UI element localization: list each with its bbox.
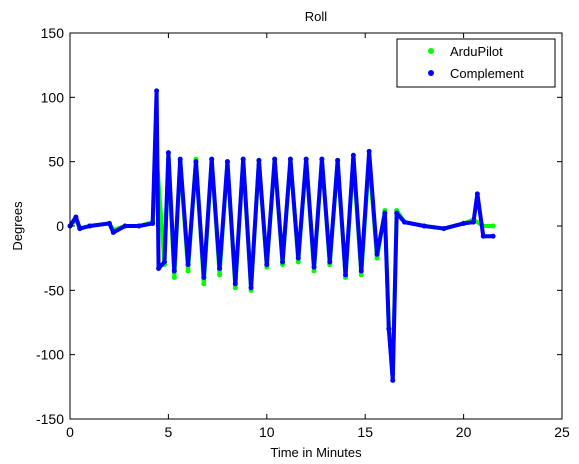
data-point-complement [335,157,341,163]
legend-swatch-complement [428,70,434,76]
legend-label-complement: Complement [450,66,524,81]
data-point-ardupilot [295,259,301,265]
data-point-ardupilot [490,223,496,229]
y-tick-label: -100 [36,347,64,363]
data-point-ardupilot [358,272,364,278]
y-axis-ticks: -150 -100 -50 0 50 100 150 [36,25,562,427]
data-point-complement [256,157,262,163]
data-point-complement [150,220,156,226]
legend: ArduPilot Complement [396,38,556,88]
data-point-complement [303,156,309,162]
data-point-complement [161,259,167,265]
data-point-ardupilot [171,274,177,280]
series-complement [67,88,496,383]
data-point-complement [272,156,278,162]
series-layer [67,88,496,383]
x-tick-label: 15 [357,424,373,440]
data-point-complement [171,268,177,274]
data-point-ardupilot [374,255,380,261]
data-point-complement [154,88,160,94]
data-point-complement [217,265,223,271]
x-axis-label: Time in Minutes [270,445,362,460]
data-point-complement [106,220,112,226]
data-point-ardupilot [185,268,191,274]
data-point-complement [232,281,238,287]
data-point-complement [295,255,301,261]
data-point-complement [73,214,79,220]
data-point-complement [490,233,496,239]
data-point-complement [177,156,183,162]
data-point-complement [156,265,162,271]
data-point-complement [110,229,116,235]
data-point-complement [327,259,333,265]
data-point-complement [343,272,349,278]
data-point-ardupilot [311,268,317,274]
x-tick-label: 20 [456,424,472,440]
data-point-complement [287,156,293,162]
data-point-complement [374,251,380,257]
y-tick-label: -150 [36,411,64,427]
data-point-complement [248,285,254,291]
legend-box [396,38,556,88]
data-point-complement [201,274,207,280]
data-point-complement [193,159,199,165]
data-point-complement [280,259,286,265]
y-axis-label: Degrees [10,201,25,251]
series-line-complement [68,88,494,383]
x-tick-label: 5 [165,424,173,440]
data-point-complement [122,223,128,229]
data-point-complement [319,156,325,162]
data-point-complement [382,210,388,216]
x-tick-label: 25 [554,424,570,440]
data-point-complement [224,159,230,165]
data-point-complement [474,191,480,197]
data-point-complement [87,223,93,229]
data-point-complement [350,152,356,158]
data-point-complement [264,262,270,268]
data-point-complement [470,219,476,225]
data-point-complement [366,148,372,154]
y-tick-label: 150 [41,25,65,41]
data-point-ardupilot [201,281,207,287]
data-point-complement [77,226,83,232]
data-point-complement [480,233,486,239]
data-point-complement [165,150,171,156]
data-point-ardupilot [232,285,238,291]
y-tick-label: 0 [56,218,64,234]
data-point-complement [421,223,427,229]
data-point-complement [390,377,396,383]
data-point-complement [136,223,142,229]
data-point-complement [386,326,392,332]
data-point-complement [461,220,467,226]
x-tick-label: 10 [259,424,275,440]
data-point-ardupilot [217,272,223,278]
data-point-complement [185,262,191,268]
data-point-complement [209,156,215,162]
legend-label-ardupilot: ArduPilot [450,44,503,59]
x-tick-label: 0 [66,424,74,440]
y-tick-label: -50 [44,282,64,298]
chart-title: Roll [305,9,328,24]
y-tick-label: 100 [41,89,65,105]
legend-swatch-ardupilot [428,48,434,54]
x-axis-ticks: 0 5 10 15 20 25 [66,33,570,440]
data-point-complement [240,156,246,162]
data-point-complement [311,264,317,270]
data-point-complement [402,219,408,225]
data-point-complement [358,268,364,274]
y-tick-label: 50 [48,154,64,170]
data-point-complement [394,210,400,216]
data-point-complement [441,226,447,232]
